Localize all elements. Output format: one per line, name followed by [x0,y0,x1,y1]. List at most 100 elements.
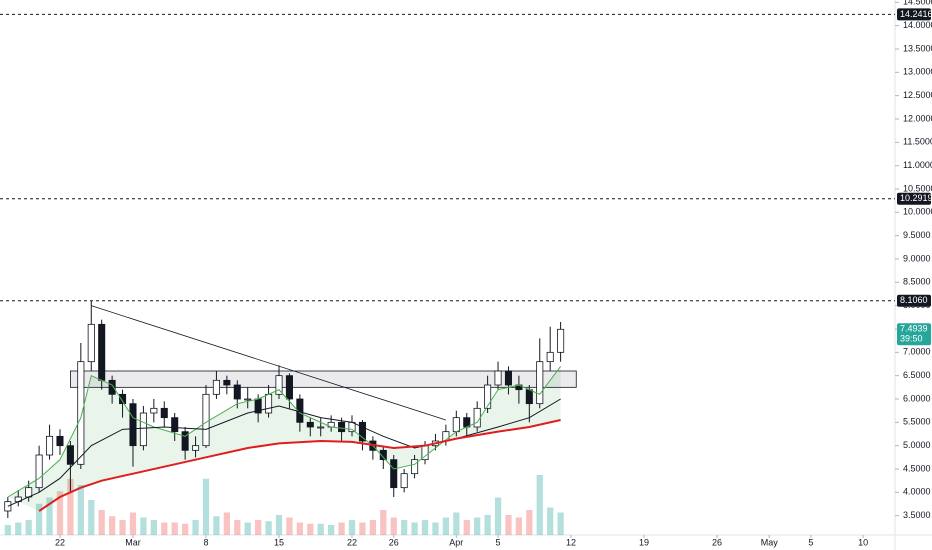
volume-bar [98,510,105,535]
volume-bar [150,520,157,535]
price-line-label: 8.1060 [900,295,928,305]
volume-bar [56,491,64,535]
volume-bar [411,522,418,535]
volume-bar [286,517,293,535]
volume-bar [140,517,147,535]
volume-bar [307,523,314,535]
volume-bar [369,520,377,535]
y-tick-label: 14.5000 [903,0,932,7]
candle-body [504,370,512,386]
volume-bar [348,520,356,535]
x-tick-label: Apr [449,537,463,547]
candle-body [275,375,283,395]
x-tick-label: 22 [347,537,357,547]
volume-bar [453,512,460,535]
y-tick-label: 11.5000 [903,137,932,147]
candle-body [139,412,147,447]
y-tick-label: 14.0000 [903,20,932,30]
candle-body [56,435,64,447]
volume-bar [296,522,303,535]
y-tick-label: 3.5000 [903,510,931,520]
x-tick-label: Mar [125,537,141,547]
volume-bar [88,500,95,535]
candle-body [35,454,43,489]
candle-body [411,459,419,475]
volume-bar [328,525,335,535]
volume-bar [182,523,189,535]
candle-body [317,426,325,429]
volume-bar [244,522,251,535]
volume-bar [515,517,523,535]
volume-bar [108,516,116,535]
volume-bar [46,497,53,535]
last-price-tag [897,323,931,346]
y-tick-label: 10.5000 [903,183,932,193]
volume-bar [25,520,32,535]
candle-body [285,375,293,400]
price-line-label: 10.2919 [900,193,932,203]
volume-bar [4,525,11,535]
volume-bar [463,520,470,535]
volume-bar [77,485,84,535]
candle-body [223,379,231,386]
y-tick-label: 4.0000 [903,487,931,497]
y-tick-label: 13.5000 [903,43,932,53]
candle-body [525,389,533,405]
x-tick-label: 22 [55,537,65,547]
volume-bar [338,522,345,535]
candle-body [557,328,565,353]
ma-fill [7,366,561,511]
candle-body [160,407,168,419]
candle-body [171,417,179,433]
volume-bar [484,515,491,535]
candle-body [546,351,554,363]
candle-body [77,361,85,465]
volume-bar [223,512,230,535]
candle-body [192,445,200,451]
volume-bar [494,497,502,535]
candle-body [244,398,252,401]
price-line-label: 14.2416 [900,9,932,19]
volume-bar [119,520,126,535]
y-tick-label: 10.0000 [903,207,932,217]
candle-body [536,361,544,405]
candle-body [494,370,502,386]
x-tick-label: 15 [274,537,284,547]
y-tick-label: 11.0000 [903,160,932,170]
candle-body [379,449,387,461]
volume-bar [35,503,43,535]
volume-bar [547,507,554,535]
zone [70,370,577,388]
y-tick-label: 8.5000 [903,277,931,287]
candle-body [338,421,346,433]
y-tick-label: 6.0000 [903,393,931,403]
volume-bar [67,478,74,535]
x-tick-label: 10 [858,537,868,547]
candle-body [400,473,408,489]
volume-bar [255,520,262,535]
candle-body [233,384,241,400]
y-tick-label: 5.5000 [903,417,931,427]
volume-bar [442,517,450,535]
moving-average [7,366,562,498]
trendline [91,305,447,421]
candle-body [108,379,116,395]
volume-bar [390,517,397,535]
volume-bar [129,512,137,535]
last-price-label: 7.4939 [900,324,928,334]
y-tick-label: 7.0000 [903,347,931,357]
volume-bar [432,522,439,535]
volume-bar [505,515,512,535]
y-tick-label: 4.5000 [903,463,931,473]
candle-body [87,323,95,363]
candle-body [181,431,189,451]
volume-bar [15,522,22,535]
moving-average [38,419,561,512]
candle-body [358,421,366,442]
y-tick-label: 12.0000 [903,113,932,123]
x-tick-label: 26 [712,537,722,547]
candle-body [452,417,460,433]
y-tick-label: 5.0000 [903,440,931,450]
candle-body [265,393,273,414]
